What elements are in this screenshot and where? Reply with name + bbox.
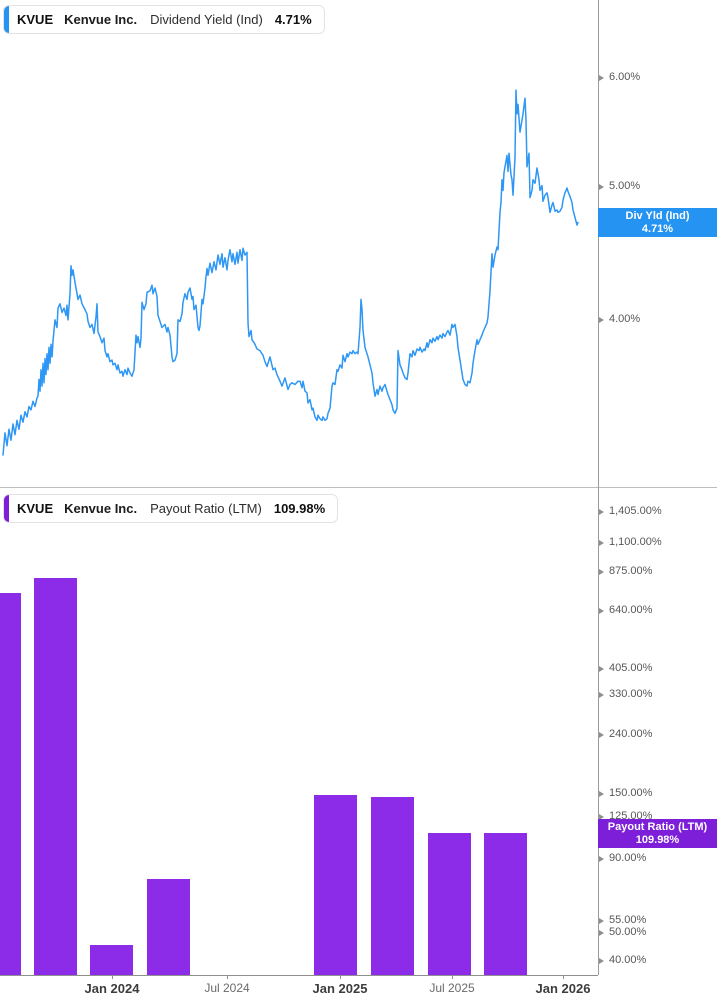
last-value-label-value: 109.98% [635,833,680,846]
x-tick-mark [227,975,228,979]
x-tick-label: Jul 2024 [204,981,250,995]
y-tick-label: 240.00% [609,728,653,740]
x-tick-label: Jul 2025 [429,981,475,995]
y-tick-mark [599,75,604,81]
y-tick-mark [599,666,604,672]
y-tick-label: 405.00% [609,662,653,674]
payout-ratio-bar-q2-2025 [370,796,414,975]
y-tick-mark [599,317,604,323]
metric-value: 109.98% [273,501,326,516]
y-tick-mark [599,184,604,190]
y-tick-label: 875.00% [609,565,653,577]
metric-name: Payout Ratio (LTM) [150,501,262,516]
payout-ratio-legend-chip[interactable]: KVUE Kenvue Inc. Payout Ratio (LTM) 109.… [3,494,339,523]
purple-series-color-bar [4,495,9,522]
x-tick-mark [563,975,564,979]
y-tick-mark [599,732,604,738]
y-tick-label: 330.00% [609,688,653,700]
y-tick-label: 150.00% [609,787,653,799]
blue-series-color-bar [4,6,9,33]
y-tick-mark [599,814,604,820]
ticker-symbol: KVUE [17,501,54,516]
payout-ratio-bar-q2-2024 [146,879,190,975]
y-tick-label: 1,100.00% [609,536,662,548]
last-value-label-metric: Div Yld (Ind) [625,209,690,222]
payout-ratio-bar-q3-2023 [0,593,21,975]
x-tick-label: Jan 2025 [312,981,368,996]
dividend-yield-plot-area[interactable] [0,0,598,487]
dividend-yield-series-line [2,89,579,456]
x-tick-mark [452,975,453,979]
payout-ratio-bar-q3-2025 [428,832,471,975]
y-tick-mark [599,540,604,546]
y-tick-mark [599,509,604,515]
y-tick-label: 50.00% [609,926,647,938]
ticker-symbol: KVUE [17,12,54,27]
y-tick-label: 40.00% [609,954,647,966]
y-tick-label: 4.00% [609,313,641,325]
y-tick-mark [599,608,604,614]
panel-separator [0,487,717,488]
x-tick-label: Jan 2026 [535,981,591,996]
metric-value: 4.71% [274,12,312,27]
x-tick-label: Jan 2024 [84,981,140,996]
y-tick-label: 1,405.00% [609,505,662,517]
x-tick-mark [340,975,341,979]
y-tick-label: 6.00% [609,71,641,83]
y-tick-mark [599,918,604,924]
last-value-label-metric: Payout Ratio (LTM) [607,820,708,833]
y-tick-mark [599,791,604,797]
y-tick-mark [599,692,604,698]
metric-name: Dividend Yield (Ind) [150,12,263,27]
right-axis-line [598,0,599,975]
payout-ratio-plot-area[interactable] [0,0,598,975]
payout-ratio-last-value-label: Payout Ratio (LTM) 109.98% [598,819,717,848]
x-tick-mark [112,975,113,979]
company-name: Kenvue Inc. [64,12,138,27]
y-tick-mark [599,958,604,964]
dividend-yield-last-value-label: Div Yld (Ind) 4.71% [598,208,717,237]
payout-ratio-bar-q4-2025 [484,833,527,975]
last-value-label-value: 4.71% [641,222,674,235]
y-tick-label: 90.00% [609,852,647,864]
payout-ratio-bar-q1-2025 [314,795,357,975]
y-tick-mark [599,930,604,936]
company-name: Kenvue Inc. [64,501,138,516]
payout-ratio-bar-q1-2024 [90,945,133,975]
payout-ratio-bar-q4-2023 [33,578,77,975]
y-tick-label: 5.00% [609,180,641,192]
y-tick-label: 55.00% [609,914,647,926]
y-tick-label: 640.00% [609,604,653,616]
dividend-yield-legend-chip[interactable]: KVUE Kenvue Inc. Dividend Yield (Ind) 4.… [3,5,325,34]
x-axis-line [0,975,598,976]
y-tick-mark [599,856,604,862]
y-tick-mark [599,569,604,575]
